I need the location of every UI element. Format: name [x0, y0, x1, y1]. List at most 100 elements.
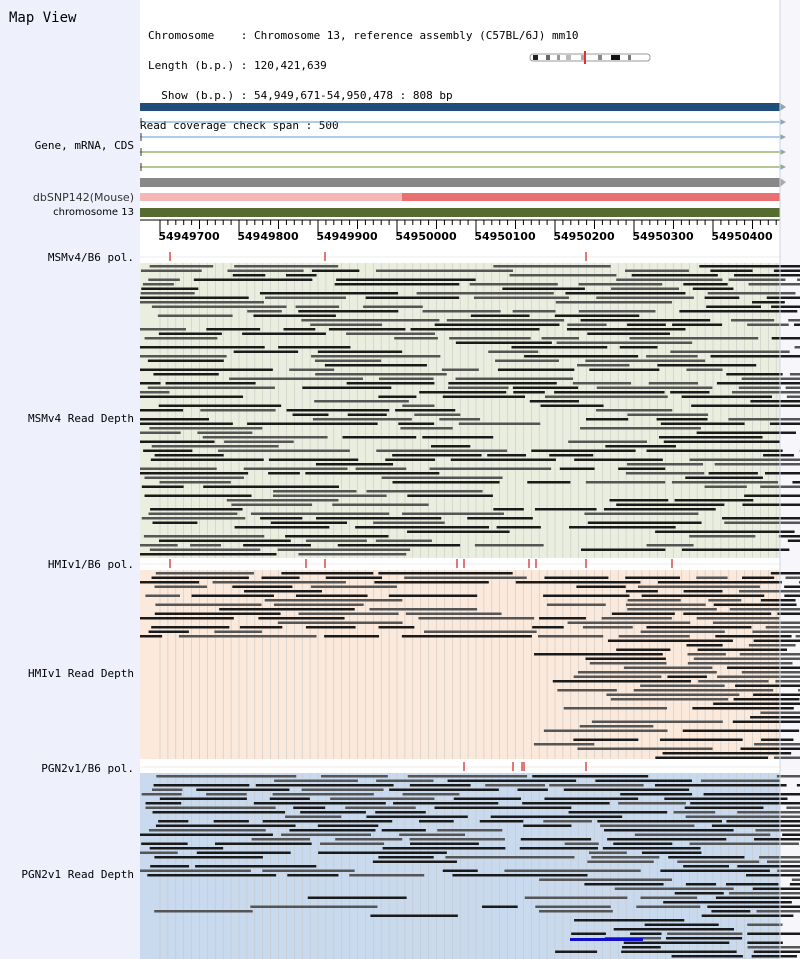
sequence-read [289, 368, 335, 371]
sequence-read [607, 639, 733, 642]
sequence-read [752, 301, 785, 304]
sequence-read [315, 463, 394, 466]
sequence-read [158, 539, 291, 542]
sequence-read [262, 869, 355, 872]
sequence-read [332, 503, 429, 506]
sequence-read [531, 449, 636, 452]
sequence-read [640, 630, 725, 633]
sequence-read [455, 341, 552, 344]
sequence-read [534, 508, 597, 511]
sequence-read [347, 413, 387, 416]
sequence-read [232, 585, 293, 588]
sequence-read [580, 319, 711, 322]
sequence-read [264, 599, 403, 602]
sequence-read [554, 314, 640, 317]
sequence-read [274, 779, 358, 782]
sequence-read [281, 833, 371, 836]
sequence-read [686, 368, 723, 371]
sequence-read [555, 301, 673, 304]
sequence-read [541, 337, 580, 340]
sequence-read [716, 382, 800, 385]
sequence-read [310, 585, 397, 588]
sequence-read [144, 476, 244, 479]
sequence-read [681, 395, 772, 398]
sequence-read [789, 373, 800, 376]
sequence-read [375, 269, 513, 272]
sequence-read [401, 635, 532, 638]
sequence-read [148, 278, 180, 281]
sequence-read [370, 914, 458, 917]
sequence-read [729, 608, 800, 611]
sequence-read [578, 310, 656, 313]
sequence-read [750, 716, 800, 719]
sequence-read [285, 535, 389, 538]
sequence-read [689, 458, 800, 461]
sequence-read [543, 729, 668, 732]
sequence-read [328, 328, 406, 331]
sequence-read [145, 594, 180, 597]
sequence-read [706, 305, 761, 308]
sequence-read [708, 472, 758, 475]
sequence-read [609, 499, 669, 502]
sequence-read [685, 815, 800, 818]
sequence-read [378, 377, 434, 380]
sequence-read [737, 811, 800, 814]
sequence-read [715, 635, 792, 638]
sequence-read [524, 896, 628, 899]
sequence-read [142, 283, 174, 286]
sequence-read [565, 292, 686, 295]
sequence-read [745, 874, 800, 877]
sequence-read [735, 684, 800, 687]
sequence-read [152, 788, 183, 791]
sequence-read [490, 815, 623, 818]
sequence-read [140, 301, 264, 304]
sequence-read [318, 851, 447, 854]
sequence-read [140, 296, 249, 299]
sequence-read [485, 784, 546, 787]
sequence-read [206, 793, 247, 796]
sequence-read [631, 274, 718, 277]
sequence-read [317, 350, 403, 353]
sequence-read [788, 319, 800, 322]
sequence-read [674, 499, 754, 502]
sequence-read [295, 305, 340, 308]
sequence-read [729, 892, 800, 895]
sequence-read [445, 856, 575, 859]
sequence-read [573, 738, 639, 741]
sequence-read [622, 946, 661, 949]
sequence-read [727, 666, 800, 669]
sequence-read [636, 905, 701, 908]
sequence-read [407, 494, 493, 497]
sequence-read [140, 355, 227, 358]
sequence-read [714, 463, 800, 466]
sequence-read [140, 581, 200, 584]
sequence-read [625, 603, 706, 606]
snp-region-dark [402, 193, 780, 201]
sequence-read [785, 576, 800, 579]
sequence-read [544, 576, 609, 579]
axis-tick-label: 54949800 [237, 230, 299, 243]
sequence-read [655, 530, 795, 533]
sequence-read [165, 382, 256, 385]
sequence-read [158, 332, 222, 335]
sequence-read [141, 842, 188, 845]
sequence-read [600, 824, 695, 827]
sequence-read [747, 946, 800, 949]
sequence-read [320, 842, 385, 845]
ideogram-band [628, 55, 631, 60]
sequence-read [493, 508, 524, 511]
sequence-read [253, 802, 386, 805]
sequence-read [627, 323, 666, 326]
sequence-read [410, 842, 479, 845]
sequence-read [242, 332, 326, 335]
sequence-read [244, 590, 323, 593]
sequence-read [625, 576, 680, 579]
sequence-read [660, 869, 770, 872]
sequence-read [692, 287, 734, 290]
sequence-read [596, 296, 694, 299]
sequence-read [141, 287, 199, 290]
sequence-read [298, 553, 407, 556]
sequence-read [378, 572, 513, 575]
sequence-read [253, 314, 336, 317]
sequence-read [342, 436, 417, 439]
